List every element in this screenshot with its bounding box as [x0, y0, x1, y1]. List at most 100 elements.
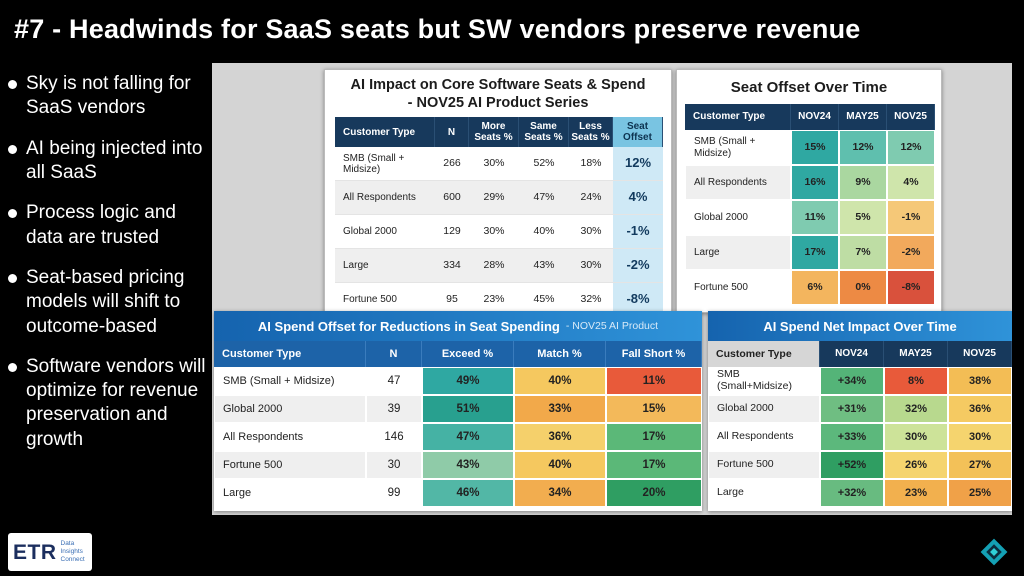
table-row: SMB (Small + Midsize) 15% 12% 12% [685, 130, 935, 165]
table-cell: 4% [887, 165, 935, 200]
table-card-spend-offset: AI Spend Offset for Reductions in Seat S… [214, 311, 702, 511]
table-title: AI Spend Offset for Reductions in Seat S… [257, 318, 560, 334]
table-cell: 15% [606, 395, 702, 423]
column-header: Fall Short % [606, 341, 702, 367]
table-cell: 32% [884, 395, 948, 423]
table-row: Large 99 46% 34% 20% [214, 479, 702, 507]
table-cell: +52% [820, 451, 884, 479]
table-cell: +34% [820, 367, 884, 395]
table-cell: Global 2000 [214, 395, 366, 423]
table-card-ai-impact: AI Impact on Core Software Seats & Spend… [324, 69, 672, 318]
table-cell: 40% [514, 451, 606, 479]
table-card-seat-offset: Seat Offset Over Time Customer Type NOV2… [676, 69, 942, 313]
table-row: Fortune 500 6% 0% -8% [685, 270, 935, 305]
table-row: Global 2000 11% 5% -1% [685, 200, 935, 235]
bullet-text: Sky is not falling for SaaS vendors [26, 73, 191, 119]
table-header-row: Customer Type N More Seats % Same Seats … [335, 117, 663, 148]
table-cell: 46% [422, 479, 514, 507]
table-cell: 4% [613, 181, 663, 216]
table-cell: Large [685, 235, 791, 270]
column-header: MAY25 [839, 104, 887, 130]
table-cell: 12% [839, 130, 887, 165]
table-cell: 334 [435, 249, 469, 284]
content-panel: AI Impact on Core Software Seats & Spend… [212, 63, 1012, 515]
table-header-row: Customer Type NOV24 MAY25 NOV25 [685, 104, 935, 130]
table-row: All Respondents 16% 9% 4% [685, 165, 935, 200]
table-cell: SMB (Small + Midsize) [214, 367, 366, 395]
table-cell: Large [335, 249, 435, 284]
table-cell: All Respondents [685, 165, 791, 200]
table-cell: 17% [606, 451, 702, 479]
table-cell: Large [214, 479, 366, 507]
table-cell: -1% [887, 200, 935, 235]
table-cell: 16% [791, 165, 839, 200]
table-cell: 12% [613, 147, 663, 182]
table-cell: 5% [839, 200, 887, 235]
slide-title-bar: #7 - Headwinds for SaaS seats but SW ven… [0, 0, 1024, 58]
table-title: AI Impact on Core Software Seats & Spend [350, 77, 646, 93]
table-cell: -2% [887, 235, 935, 270]
bullet-dot-icon [8, 209, 17, 219]
etr-tagline-line: Insights [60, 547, 83, 555]
table-row: Fortune 500 30 43% 40% 17% [214, 451, 702, 479]
column-header: N [366, 341, 422, 367]
table-cell: 33% [514, 395, 606, 423]
table-cell: +31% [820, 395, 884, 423]
table-cell: Global 2000 [335, 215, 435, 250]
table-body-net-impact: SMB (Small+Midsize) +34% 8% 38% Global 2000 +… [708, 367, 1012, 507]
table-cell: 99 [366, 479, 422, 507]
column-header: Customer Type [685, 104, 791, 130]
table-cell: Large [708, 479, 820, 507]
bullet-item: Sky is not falling for SaaS vendors [0, 64, 212, 129]
table-row: Global 2000 129 30% 40% 30% -1% [335, 215, 663, 250]
table-cell: 49% [422, 367, 514, 395]
table-cell: Fortune 500 [708, 451, 820, 479]
table-card-net-impact: AI Spend Net Impact Over Time Customer T… [708, 311, 1012, 511]
diamond-logo-icon [978, 536, 1010, 568]
table-cell: 51% [422, 395, 514, 423]
table-cell: 38% [948, 367, 1012, 395]
table-cell: Global 2000 [708, 395, 820, 423]
table-cell: 17% [606, 423, 702, 451]
table-cell: 30% [469, 147, 519, 182]
bullet-dot-icon [8, 273, 17, 283]
column-header-seat-offset: Seat Offset [613, 117, 663, 148]
table-row: Large 334 28% 43% 30% -2% [335, 249, 663, 284]
column-header: Match % [514, 341, 606, 367]
table-cell: -2% [613, 249, 663, 284]
column-header: N [435, 117, 469, 148]
table-title-bar: AI Spend Offset for Reductions in Seat S… [214, 311, 702, 341]
table-row: Large 17% 7% -2% [685, 235, 935, 270]
table-cell: 9% [839, 165, 887, 200]
bullet-dot-icon [8, 362, 17, 372]
table-subtitle: - NOV25 AI Product Series [407, 95, 589, 112]
table-cell: 47% [422, 423, 514, 451]
table-cell: SMB (Small + Midsize) [685, 130, 791, 165]
table-cell: 25% [948, 479, 1012, 507]
table-cell: 26% [884, 451, 948, 479]
table-row: Global 2000 +31% 32% 36% [708, 395, 1012, 423]
bullet-item: Software vendors will optimize for reven… [0, 347, 212, 460]
bullet-item: AI being injected into all SaaS [0, 129, 212, 194]
table-cell: +33% [820, 423, 884, 451]
table-cell: All Respondents [335, 181, 435, 216]
table-cell: 23% [884, 479, 948, 507]
table-cell: 43% [519, 249, 569, 284]
table-cell: 0% [839, 270, 887, 305]
table-cell: 6% [791, 270, 839, 305]
table-cell: 129 [435, 215, 469, 250]
table-header-row: Customer Type N Exceed % Match % Fall Sh… [214, 341, 702, 367]
column-header: Customer Type [335, 117, 435, 148]
table-subtitle: - NOV25 AI Product [565, 320, 659, 332]
table-title-bar: AI Spend Net Impact Over Time [708, 311, 1012, 341]
table-row: Large +32% 23% 25% [708, 479, 1012, 507]
table-cell: 52% [519, 147, 569, 182]
table-cell: 146 [366, 423, 422, 451]
bullet-item: Process logic and data are trusted [0, 193, 212, 258]
table-row: All Respondents 600 29% 47% 24% 4% [335, 181, 663, 216]
table-title: Seat Offset Over Time [730, 79, 888, 96]
table-row: SMB (Small+Midsize) +34% 8% 38% [708, 367, 1012, 395]
slide-title: #7 - Headwinds for SaaS seats but SW ven… [14, 13, 861, 44]
table-cell: 34% [514, 479, 606, 507]
table-cell: 11% [606, 367, 702, 395]
